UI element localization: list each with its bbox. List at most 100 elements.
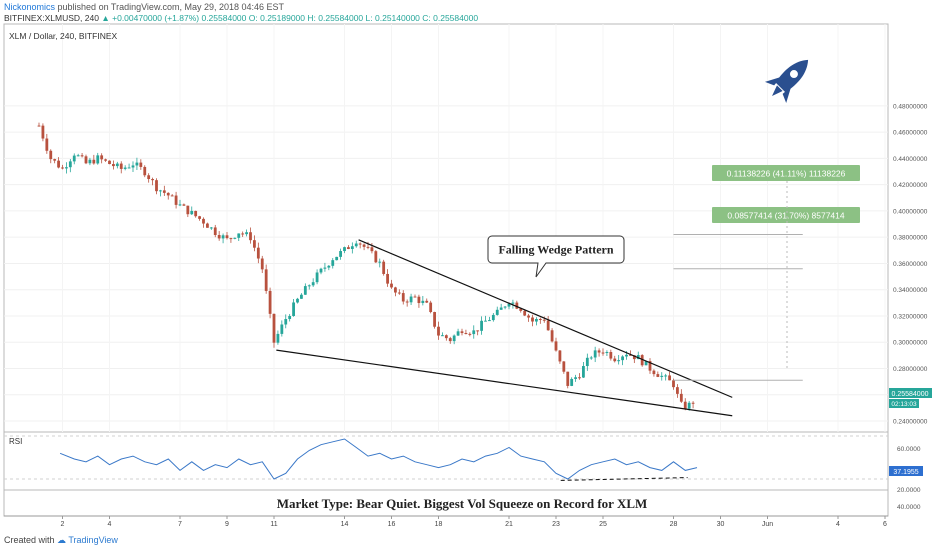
wedge-upper (358, 239, 733, 398)
rsi-pane-frame (3, 431, 889, 491)
candle-body (147, 175, 151, 180)
candle-body (245, 232, 248, 235)
candle-body (476, 330, 480, 332)
y-axis-ticks: 0.48000000 0.46000000 0.44000000 0.42000000… (893, 103, 928, 425)
candle-body (542, 319, 546, 321)
candle-body (88, 159, 92, 164)
candle-body (519, 308, 523, 311)
candle-body (65, 167, 68, 169)
candle-body (135, 162, 139, 166)
candle-body (550, 330, 554, 342)
x-tick-label: 16 (388, 521, 396, 528)
chart-svg[interactable]: 0.48000000 0.46000000 0.44000000 0.42000000… (0, 0, 932, 530)
candle-body (307, 285, 311, 287)
candle-body (605, 352, 609, 354)
candle-body (139, 162, 143, 167)
y-tick-label: 0.44000000 (893, 156, 928, 163)
candle-body (327, 265, 331, 268)
candle-body (460, 331, 464, 334)
candle-body (53, 159, 57, 161)
publish-info: Nickonomics published on TradingView.com… (4, 2, 284, 12)
candle-body (672, 380, 675, 388)
candle-body (625, 354, 628, 357)
y-tick-label: 0.28000000 (893, 366, 928, 373)
x-tick-label: 11 (270, 521, 277, 528)
candle-body (570, 378, 574, 386)
candle-body (640, 355, 644, 366)
candle-body (190, 210, 194, 215)
candle-body (162, 190, 166, 193)
candle-body (249, 232, 252, 241)
candle-body (68, 161, 72, 168)
tradingview-brand[interactable]: TradingView (68, 535, 118, 545)
rsi-tick-60: 60.0000 (897, 446, 921, 453)
candle-body (37, 125, 41, 127)
pattern-callout[interactable]: Falling Wedge Pattern (487, 235, 625, 278)
candle-body (343, 247, 346, 252)
candle-body (123, 167, 127, 169)
candle-body (597, 350, 601, 353)
candle-body (174, 195, 178, 205)
candle-body (687, 402, 691, 409)
candle-body (679, 393, 683, 402)
candle-body (601, 352, 605, 354)
candle-body (143, 166, 147, 176)
candle-body (366, 246, 370, 248)
candle-body (178, 204, 182, 206)
candle-body (61, 167, 64, 169)
x-axis-ticks: 2 4 7 9 11 14 16 18 21 23 25 28 30 Jun 4 6 (61, 516, 887, 528)
target-box-1[interactable]: 0.11138226 (41.11%) 11138226 (712, 165, 860, 181)
candle-body (213, 227, 217, 236)
candle-body (480, 320, 483, 331)
candle-body (660, 375, 664, 377)
candle-body (433, 312, 436, 327)
y-tick-label: 0.48000000 (893, 103, 928, 110)
candle-body (209, 227, 213, 229)
candle-body (632, 355, 636, 360)
candle-body (562, 361, 566, 372)
candle-body (206, 223, 209, 228)
candle-body (108, 160, 111, 165)
candle-body (691, 402, 695, 404)
candle-body (515, 302, 519, 309)
price-pane-frame (3, 23, 889, 433)
grid (4, 24, 888, 432)
candle-body (225, 235, 229, 239)
candle-body (448, 338, 452, 342)
candle-body (538, 318, 542, 320)
rsi-value-text: 37.1955 (893, 469, 918, 476)
candle-body (582, 366, 585, 378)
candle-body (253, 240, 256, 248)
lower-pane-tick: 40.0000 (897, 504, 921, 511)
market-type-banner: Market Type: Bear Quiet. Biggest Vol Squ… (277, 496, 648, 511)
candle-body (347, 247, 350, 249)
rsi-value-badge: 37.1955 (889, 466, 923, 476)
candle-body (92, 159, 96, 164)
x-tick-label: 2 (61, 521, 65, 528)
target-box-2[interactable]: 0.08577414 (31.70%) 8577414 (712, 207, 860, 223)
candle-body (578, 377, 581, 379)
candle-body (409, 296, 413, 303)
candle-body (198, 216, 201, 219)
candle-body (272, 313, 276, 343)
candle-body (401, 293, 405, 302)
author-name[interactable]: Nickonomics (4, 2, 56, 12)
candle-body (546, 320, 550, 331)
candle-body (664, 375, 668, 377)
candle-body (354, 243, 358, 247)
candle-body (170, 195, 174, 197)
candle-body (229, 238, 233, 240)
candle-body (558, 350, 562, 362)
open-value: O: 0.25189000 (248, 13, 306, 23)
candle-body (119, 163, 123, 169)
candle-body (186, 205, 190, 215)
candle-body (49, 150, 53, 160)
candle-body (503, 306, 507, 308)
candle-body (613, 358, 617, 362)
candle-body (292, 302, 295, 316)
candlesticks (37, 122, 695, 411)
candle-body (237, 233, 241, 238)
candle-body (535, 318, 538, 322)
candle-body (382, 261, 386, 274)
